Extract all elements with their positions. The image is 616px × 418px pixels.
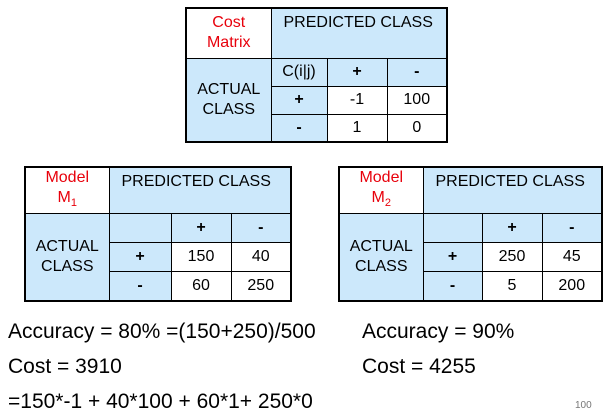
cost-matrix-actual-class-label: ACTUAL CLASS	[185, 57, 272, 143]
cost-matrix-cell-mp: 1	[326, 113, 388, 143]
model2-cell-mm: 200	[541, 271, 603, 302]
model1-name-prefix: Model	[45, 169, 90, 186]
model1-row-plus: +	[108, 242, 172, 273]
model1-predicted-header: PREDICTED CLASS	[108, 166, 292, 215]
model1-cell-pp: 150	[170, 242, 232, 273]
model2-actual-line1: ACTUAL	[349, 237, 413, 255]
cost-matrix-predicted-header: PREDICTED CLASS	[270, 7, 448, 59]
cost-matrix-corner-line2: Matrix	[206, 34, 251, 52]
cost-matrix-cell-mm: 0	[386, 113, 448, 143]
model2-cost-text: Cost = 4255	[362, 355, 476, 378]
cost-matrix-cell-pm: 100	[386, 85, 448, 115]
cost-matrix-actual-line2: CLASS	[202, 100, 255, 118]
cost-matrix-table: Cost Matrix PREDICTED CLASS ACTUAL CLASS…	[185, 7, 449, 143]
model2-name-letter: M	[371, 189, 385, 206]
model1-col-empty	[108, 213, 172, 244]
cost-matrix-corner: Cost Matrix	[185, 7, 272, 59]
page-number: 100	[575, 400, 592, 411]
cost-matrix-row-plus: +	[270, 85, 328, 115]
model1-actual-line1: ACTUAL	[35, 237, 99, 255]
cost-matrix-col-plus: +	[326, 57, 388, 87]
model1-cost-text: Cost = 3910	[8, 355, 122, 378]
model1-row-minus: -	[108, 271, 172, 302]
model1-actual-line2: CLASS	[41, 257, 94, 275]
cost-matrix-cell-pp: -1	[326, 85, 388, 115]
model1-name-sub: 1	[70, 197, 77, 210]
model1-actual-class-label: ACTUAL CLASS	[24, 213, 110, 302]
model1-cell-mm: 250	[230, 271, 292, 302]
model2-predicted-header: PREDICTED CLASS	[422, 166, 603, 215]
model1-col-plus: +	[170, 213, 232, 244]
model2-actual-line2: CLASS	[355, 257, 408, 275]
model2-accuracy-text: Accuracy = 90%	[362, 320, 515, 343]
model2-name-prefix: Model	[359, 169, 404, 186]
model1-accuracy-text: Accuracy = 80% =(150+250)/500	[8, 320, 316, 343]
model1-cell-mp: 60	[170, 271, 232, 302]
cost-matrix-corner-line1: Cost	[212, 14, 246, 32]
model2-col-empty	[422, 213, 483, 244]
model1-cost-formula-text: =150*-1 + 40*100 + 60*1+ 250*0	[8, 390, 313, 413]
cost-matrix-col-minus: -	[386, 57, 448, 87]
model2-col-plus: +	[481, 213, 543, 244]
cost-matrix-row-minus: -	[270, 113, 328, 143]
model2-confusion-table: Model M2 PREDICTED CLASS ACTUAL CLASS + …	[338, 166, 604, 302]
model2-cell-mp: 5	[481, 271, 543, 302]
model2-name-sub: 2	[384, 197, 391, 210]
model2-row-plus: +	[422, 242, 483, 273]
model1-cell-pm: 40	[230, 242, 292, 273]
model2-col-minus: -	[541, 213, 603, 244]
model1-name: Model M1	[24, 166, 110, 215]
cost-matrix-actual-line1: ACTUAL	[197, 80, 261, 98]
model1-name-letter: M	[57, 189, 71, 206]
model1-confusion-table: Model M1 PREDICTED CLASS ACTUAL CLASS + …	[24, 166, 293, 302]
model2-actual-class-label: ACTUAL CLASS	[338, 213, 424, 302]
model2-cell-pp: 250	[481, 242, 543, 273]
model2-name: Model M2	[338, 166, 424, 215]
model2-row-minus: -	[422, 271, 483, 302]
cost-matrix-col-label: C(i|j)	[270, 57, 328, 87]
model2-cell-pm: 45	[541, 242, 603, 273]
model1-col-minus: -	[230, 213, 292, 244]
